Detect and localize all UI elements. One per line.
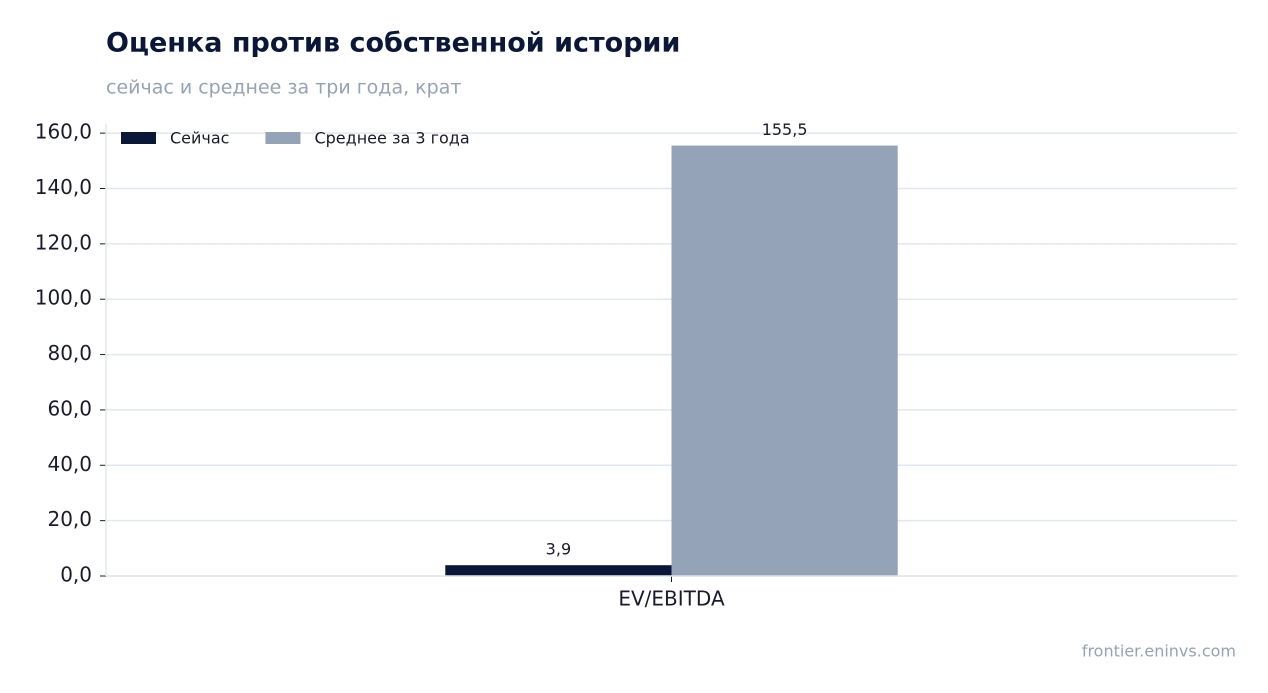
bar [445,565,672,576]
y-tick-label: 0,0 [60,563,92,587]
chart-subtitle: сейчас и среднее за три года, крат [106,77,461,99]
y-tick-label: 160,0 [35,120,92,144]
legend-swatch [121,132,156,144]
y-tick-label: 80,0 [47,341,92,365]
y-tick-label: 120,0 [35,230,92,254]
legend-label: Среднее за 3 года [314,129,469,148]
y-tick-label: 20,0 [47,507,92,531]
chart-title: Оценка против собственной истории [106,28,680,59]
x-tick-label: EV/EBITDA [618,587,725,611]
y-tick-label: 100,0 [35,286,92,310]
legend-swatch [265,132,301,144]
bar [671,145,898,576]
y-tick-label: 60,0 [47,396,92,420]
value-label: 3,9 [546,540,571,559]
y-tick-label: 140,0 [35,175,92,199]
value-label: 155,5 [762,120,808,139]
footer: frontier.eninvs.com [1082,642,1236,661]
legend-label: Сейчас [170,129,229,148]
y-tick-label: 40,0 [47,452,92,476]
